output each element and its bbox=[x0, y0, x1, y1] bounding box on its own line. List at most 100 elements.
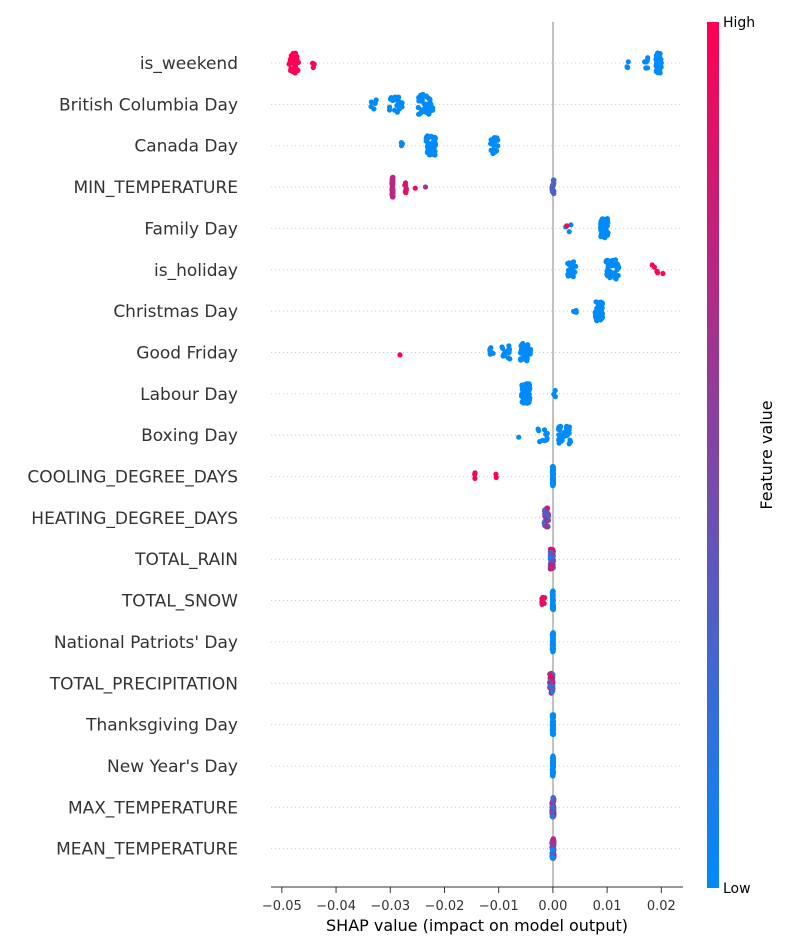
shap-point bbox=[567, 267, 573, 273]
shap-point bbox=[536, 428, 542, 434]
shap-point bbox=[598, 227, 604, 233]
x-tick-label: 0.00 bbox=[538, 899, 567, 914]
feature-label: MAX_TEMPERATURE bbox=[68, 798, 238, 818]
x-axis-ticks: −0.05 −0.04 −0.03 −0.02 −0.01 0.00 0.01 0.02 bbox=[262, 887, 676, 914]
shap-point bbox=[493, 471, 499, 477]
shap-point bbox=[522, 344, 529, 351]
shap-point bbox=[398, 143, 405, 149]
shap-point bbox=[423, 101, 429, 107]
shap-point bbox=[422, 184, 429, 190]
shap-point bbox=[386, 107, 393, 113]
shap-point bbox=[657, 51, 663, 57]
shap-point bbox=[397, 352, 403, 358]
shap-point bbox=[516, 434, 522, 440]
shap-point bbox=[558, 432, 564, 438]
shap-point bbox=[472, 475, 478, 481]
shap-point bbox=[491, 142, 497, 148]
x-axis-title: SHAP value (impact on model output) bbox=[326, 916, 628, 935]
shap-point bbox=[416, 111, 423, 117]
shap-point bbox=[416, 95, 422, 101]
shap-point bbox=[566, 424, 573, 430]
shap-point bbox=[550, 837, 556, 844]
shap-point bbox=[506, 343, 512, 349]
feature-label: Labour Day bbox=[140, 385, 238, 405]
feature-label: Christmas Day bbox=[113, 302, 238, 322]
shap-point bbox=[550, 470, 556, 476]
shap-point bbox=[425, 141, 431, 147]
shap-point bbox=[566, 260, 572, 266]
shap-point bbox=[311, 61, 317, 67]
shap-point bbox=[564, 223, 570, 229]
shap-point bbox=[544, 435, 550, 441]
shap-point bbox=[520, 389, 526, 395]
feature-label: is_weekend bbox=[140, 54, 238, 74]
shap-point bbox=[292, 56, 298, 62]
shap-point bbox=[389, 180, 395, 186]
shap-point bbox=[295, 67, 301, 73]
shap-point bbox=[537, 439, 543, 445]
x-tick-label: 0.02 bbox=[647, 899, 676, 914]
feature-label: Good Friday bbox=[136, 343, 238, 363]
shap-point bbox=[549, 551, 555, 557]
shap-point bbox=[551, 180, 557, 186]
shap-point bbox=[394, 102, 400, 109]
shap-point bbox=[550, 630, 557, 637]
shap-point bbox=[520, 355, 527, 361]
shap-point bbox=[492, 135, 498, 141]
shap-point bbox=[654, 270, 661, 276]
shap-point bbox=[539, 601, 545, 608]
shap-point bbox=[549, 558, 555, 564]
shap-point bbox=[598, 222, 604, 228]
shap-point bbox=[597, 309, 603, 315]
colorbar-title: Feature value bbox=[757, 400, 776, 509]
x-tick-label: −0.04 bbox=[316, 899, 356, 914]
shap-point bbox=[526, 399, 532, 405]
x-tick-label: −0.02 bbox=[425, 899, 465, 914]
shap-point bbox=[549, 723, 556, 729]
shap-point bbox=[544, 505, 551, 511]
feature-label: TOTAL_PRECIPITATION bbox=[49, 674, 238, 694]
shap-point bbox=[550, 188, 556, 194]
shap-point bbox=[550, 597, 556, 603]
feature-label: Thanksgiving Day bbox=[85, 716, 238, 736]
colorbar bbox=[707, 22, 719, 888]
shap-point bbox=[615, 263, 621, 269]
shap-point bbox=[472, 470, 478, 476]
shap-point bbox=[566, 441, 572, 447]
colorbar-low-label: Low bbox=[723, 881, 751, 897]
shap-point bbox=[292, 50, 298, 56]
feature-label: TOTAL_RAIN bbox=[134, 550, 238, 570]
shap-point bbox=[430, 146, 436, 152]
shap-point bbox=[430, 135, 436, 141]
shap-point bbox=[518, 343, 524, 349]
shap-point bbox=[559, 437, 565, 443]
shap-point bbox=[550, 727, 556, 734]
shap-point bbox=[503, 349, 509, 355]
feature-labels: is_weekend British Columbia Day Canada Day… bbox=[27, 54, 238, 860]
shap-point bbox=[656, 56, 662, 62]
shap-point bbox=[550, 716, 556, 723]
shap-point bbox=[490, 147, 496, 154]
colorbar-high-label: High bbox=[723, 15, 755, 31]
shap-point bbox=[573, 307, 579, 314]
shap-point bbox=[595, 314, 601, 320]
shap-point bbox=[544, 524, 550, 530]
shap-point bbox=[548, 674, 555, 680]
shap-point bbox=[390, 187, 396, 193]
shap-point bbox=[609, 263, 615, 269]
shap-point bbox=[368, 104, 374, 110]
shap-point bbox=[403, 187, 409, 193]
feature-label: TOTAL_SNOW bbox=[121, 592, 238, 612]
shap-point bbox=[424, 149, 430, 155]
shap-point bbox=[522, 381, 529, 388]
shap-point bbox=[430, 139, 437, 145]
shap-point bbox=[645, 55, 651, 61]
shap-point bbox=[605, 270, 612, 276]
feature-label: National Patriots' Day bbox=[54, 633, 238, 653]
shap-point bbox=[398, 100, 404, 106]
shap-point bbox=[550, 804, 556, 810]
shap-point bbox=[549, 686, 555, 692]
shap-point bbox=[613, 276, 619, 282]
shap-point bbox=[604, 218, 611, 224]
